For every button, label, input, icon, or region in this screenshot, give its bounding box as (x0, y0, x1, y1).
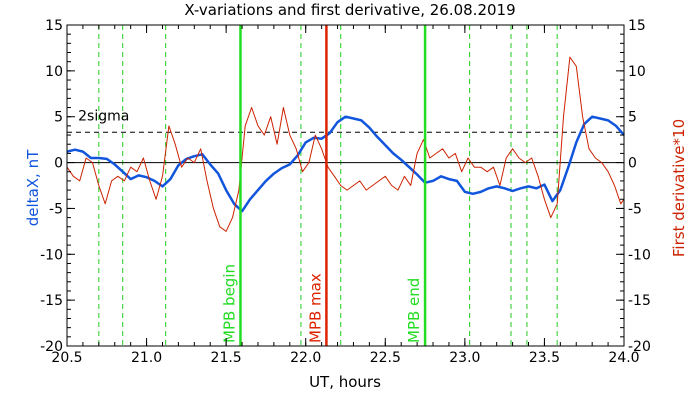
threshold-label: 2sigma (78, 108, 129, 124)
x-tick-label: 21.0 (131, 350, 162, 366)
y-tick-label-right: -5 (628, 201, 642, 217)
y-tick-label-right: 0 (628, 156, 637, 172)
plot-frame (66, 24, 625, 347)
x-tick-label: 21.5 (211, 350, 242, 366)
y-tick-label-right: -15 (628, 293, 651, 309)
marker-label: MPB max (306, 273, 324, 343)
y-tick-label-right: 5 (628, 110, 637, 126)
y-tick-label-right: 10 (628, 64, 646, 80)
y-tick-label-left: -15 (40, 293, 63, 309)
x-tick-label: 20.5 (51, 350, 82, 366)
chart-title: X-variations and first derivative, 26.08… (184, 1, 515, 19)
x-tick-label: 22.5 (370, 350, 401, 366)
y-axis-label-left: deltaX, nT (24, 149, 42, 226)
y-tick-label-left: -5 (49, 201, 63, 217)
axes: 20.5 21.0 21.5 22.0 22.5 23.0 23.5 24.0 15 15 10 10… (40, 18, 651, 366)
marker-label: MPB end (405, 278, 423, 343)
y-tick-label-left: 5 (54, 110, 63, 126)
y-axis-label-right: First derivative*10 (670, 119, 688, 257)
x-tick-label: 24.0 (608, 350, 639, 366)
y-tick-label-left: -10 (40, 247, 63, 263)
y-tick-label-right: 15 (628, 18, 646, 34)
y-tick-label-left: 10 (45, 64, 63, 80)
deltax-line (66, 115, 625, 213)
x-axis-label: UT, hours (309, 373, 381, 391)
x-tick-label: 23.5 (529, 350, 560, 366)
marker-label: MPB begin (220, 264, 238, 343)
x-tick-label: 22.0 (290, 350, 321, 366)
y-tick-label-left: 0 (54, 156, 63, 172)
derivative-line (66, 56, 625, 232)
y-tick-label-right: -20 (628, 339, 651, 355)
x-tick-label: 23.0 (449, 350, 480, 366)
y-tick-label-left: 15 (45, 18, 63, 34)
y-tick-label-left: -20 (40, 339, 63, 355)
plot-area: 2sigma MPB begin MPB max MPB end (66, 25, 625, 346)
y-tick-label-right: -10 (628, 247, 651, 263)
